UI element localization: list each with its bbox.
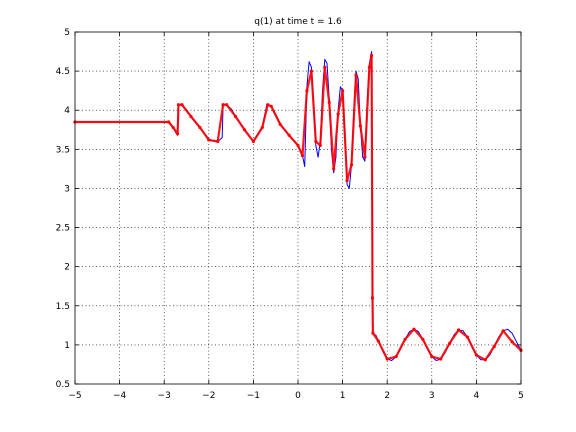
data-point <box>260 125 264 130</box>
data-point <box>349 163 354 167</box>
data-point <box>345 179 349 183</box>
data-point <box>180 103 184 107</box>
x-tick-label: 4 <box>474 391 480 401</box>
data-point <box>430 355 434 359</box>
chart-title: q(1) at time t = 1.6 <box>254 17 342 27</box>
x-tick-label: 3 <box>429 391 435 401</box>
data-point <box>318 143 322 148</box>
y-tick-label: 3 <box>64 184 70 194</box>
x-tick-label: 1 <box>340 391 346 401</box>
y-tick-label: 3.5 <box>56 145 70 155</box>
data-point <box>327 100 331 104</box>
data-point <box>175 132 180 136</box>
x-tick-label: 5 <box>518 391 524 401</box>
x-tick-label: −4 <box>113 391 127 401</box>
data-point <box>341 89 345 93</box>
data-point <box>216 139 220 144</box>
data-point <box>171 125 175 130</box>
data-point <box>233 114 238 119</box>
data-point <box>369 53 374 58</box>
data-point <box>198 125 202 130</box>
data-point <box>336 112 340 116</box>
data-point <box>167 120 171 124</box>
data-point <box>394 355 398 359</box>
data-point <box>465 335 470 339</box>
data-point <box>448 341 452 345</box>
data-point <box>376 339 380 343</box>
data-point <box>176 103 181 107</box>
data-point <box>371 331 375 335</box>
y-tick-label: 4 <box>64 106 70 116</box>
data-point <box>189 114 193 119</box>
grid <box>75 32 521 384</box>
data-point <box>314 139 318 144</box>
data-point <box>296 143 300 148</box>
x-tick-labels: −5 −4 −3 −2 −1 0 1 2 3 4 5 <box>68 391 524 401</box>
x-tick-label: −5 <box>68 391 81 401</box>
y-tick-label: 2.5 <box>56 224 70 234</box>
y-tick-label: 1 <box>64 341 70 351</box>
data-point <box>363 155 367 159</box>
x-tick-label: 0 <box>295 391 301 401</box>
y-tick-label: 2 <box>64 263 70 273</box>
data-point <box>269 104 273 108</box>
x-tick-label: −1 <box>247 391 260 401</box>
y-tick-labels: 0.5 1 1.5 2 2.5 3 3.5 4 4.5 5 <box>56 28 71 390</box>
x-tick-label: 2 <box>384 391 390 401</box>
data-point <box>251 139 255 144</box>
data-point <box>266 103 270 107</box>
data-point <box>242 128 247 132</box>
data-point <box>385 357 389 361</box>
data-point <box>370 296 375 300</box>
axis-ticks <box>74 31 522 385</box>
data-point <box>305 89 309 93</box>
y-tick-label: 5 <box>64 28 70 38</box>
data-point <box>483 358 487 362</box>
data-point <box>412 327 416 331</box>
data-point <box>367 65 371 69</box>
y-tick-label: 0.5 <box>56 380 70 390</box>
data-point <box>456 328 461 332</box>
y-tick-label: 4.5 <box>56 67 70 77</box>
data-point <box>439 357 443 361</box>
data-point <box>225 103 229 107</box>
y-tick-label: 1.5 <box>56 302 70 312</box>
data-series <box>73 51 523 362</box>
data-point <box>221 103 225 107</box>
data-point <box>300 153 305 158</box>
data-point <box>421 337 425 342</box>
data-point <box>510 340 514 344</box>
data-point <box>207 138 211 142</box>
data-point <box>492 344 496 349</box>
data-point <box>332 167 336 171</box>
data-point <box>354 73 358 77</box>
x-tick-label: −3 <box>158 391 171 401</box>
data-point <box>403 337 407 342</box>
data-point <box>278 122 282 126</box>
data-point <box>358 124 363 128</box>
data-point <box>309 69 313 73</box>
data-point <box>474 353 478 357</box>
data-point <box>287 133 291 137</box>
x-tick-label: −2 <box>202 391 215 401</box>
data-point <box>323 65 327 69</box>
data-point <box>501 329 505 333</box>
